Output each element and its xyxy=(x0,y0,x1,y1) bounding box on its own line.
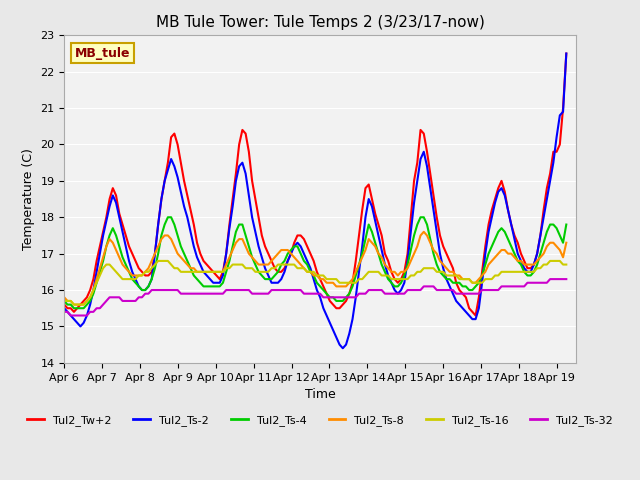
Tul2_Ts-16 xyxy=(365,269,372,275)
Tul2_Ts-16 xyxy=(60,298,68,304)
Tul2_Tw+2 xyxy=(563,51,570,57)
Tul2_Ts-32 xyxy=(563,276,570,282)
Tul2_Ts-2 xyxy=(468,316,476,322)
Tul2_Ts-16 xyxy=(274,262,282,267)
Tul2_Ts-8 xyxy=(410,251,418,256)
Tul2_Tw+2 xyxy=(407,215,415,220)
Tul2_Ts-2 xyxy=(339,346,347,351)
Tul2_Ts-2 xyxy=(563,51,570,57)
Tul2_Ts-16 xyxy=(472,280,479,286)
Tul2_Ts-16 xyxy=(563,262,570,267)
Line: Tul2_Ts-8: Tul2_Ts-8 xyxy=(64,232,566,305)
Text: MB_tule: MB_tule xyxy=(74,47,130,60)
Tul2_Ts-2 xyxy=(60,305,68,311)
Tul2_Ts-16 xyxy=(193,269,201,275)
Legend: Tul2_Tw+2, Tul2_Ts-2, Tul2_Ts-4, Tul2_Ts-8, Tul2_Ts-16, Tul2_Ts-32: Tul2_Tw+2, Tul2_Ts-2, Tul2_Ts-4, Tul2_Ts… xyxy=(23,411,617,431)
Tul2_Ts-16 xyxy=(413,269,421,275)
Tul2_Ts-16 xyxy=(70,302,78,308)
Tul2_Ts-4 xyxy=(255,269,262,275)
Tul2_Ts-4 xyxy=(60,298,68,304)
Tul2_Ts-2 xyxy=(268,280,275,286)
Tul2_Ts-32 xyxy=(271,287,278,293)
Tul2_Ts-8 xyxy=(563,240,570,246)
Tul2_Ts-8 xyxy=(271,254,278,260)
Tul2_Ts-4 xyxy=(472,284,479,289)
Tul2_Ts-32 xyxy=(60,309,68,315)
Tul2_Ts-32 xyxy=(410,287,418,293)
Tul2_Ts-4 xyxy=(193,276,201,282)
Y-axis label: Temperature (C): Temperature (C) xyxy=(22,148,35,250)
Tul2_Ts-4 xyxy=(70,305,78,311)
Tul2_Ts-16 xyxy=(255,269,262,275)
Line: Tul2_Ts-16: Tul2_Ts-16 xyxy=(64,261,566,305)
Tul2_Ts-8 xyxy=(472,280,479,286)
Tul2_Ts-2 xyxy=(248,215,256,220)
Tul2_Tw+2 xyxy=(358,207,366,213)
Tul2_Ts-8 xyxy=(362,247,369,253)
Tul2_Tw+2 xyxy=(60,302,68,308)
Tul2_Ts-32 xyxy=(190,291,198,297)
Tul2_Tw+2 xyxy=(187,207,195,213)
Tul2_Ts-32 xyxy=(547,276,554,282)
Tul2_Ts-8 xyxy=(190,265,198,271)
Tul2_Ts-32 xyxy=(362,291,369,297)
Tul2_Ts-32 xyxy=(468,291,476,297)
Tul2_Ts-8 xyxy=(70,302,78,308)
Tul2_Tw+2 xyxy=(465,305,473,311)
Tul2_Ts-16 xyxy=(154,258,162,264)
Tul2_Ts-8 xyxy=(420,229,428,235)
Line: Tul2_Ts-2: Tul2_Ts-2 xyxy=(64,54,566,348)
Tul2_Tw+2 xyxy=(472,312,479,318)
Tul2_Ts-4 xyxy=(563,222,570,228)
Tul2_Ts-8 xyxy=(252,258,259,264)
Tul2_Ts-2 xyxy=(362,215,369,220)
Tul2_Ts-2 xyxy=(410,200,418,205)
Tul2_Ts-32 xyxy=(252,291,259,297)
Tul2_Ts-32 xyxy=(67,312,74,318)
Tul2_Ts-4 xyxy=(413,222,421,228)
Line: Tul2_Ts-4: Tul2_Ts-4 xyxy=(64,217,566,308)
Tul2_Ts-4 xyxy=(164,215,172,220)
Tul2_Tw+2 xyxy=(268,258,275,264)
Title: MB Tule Tower: Tule Temps 2 (3/23/17-now): MB Tule Tower: Tule Temps 2 (3/23/17-now… xyxy=(156,15,484,30)
X-axis label: Time: Time xyxy=(305,388,335,401)
Tul2_Ts-2 xyxy=(187,229,195,235)
Tul2_Tw+2 xyxy=(248,178,256,184)
Tul2_Ts-4 xyxy=(274,269,282,275)
Line: Tul2_Ts-32: Tul2_Ts-32 xyxy=(64,279,566,315)
Tul2_Ts-8 xyxy=(60,294,68,300)
Tul2_Ts-4 xyxy=(365,222,372,228)
Line: Tul2_Tw+2: Tul2_Tw+2 xyxy=(64,54,566,315)
